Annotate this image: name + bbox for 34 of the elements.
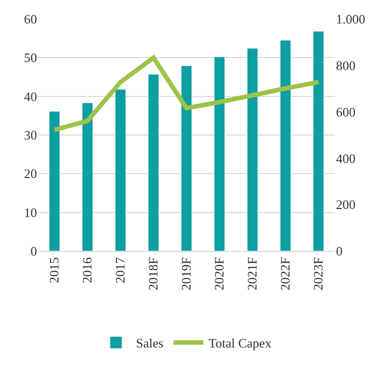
y2-tick-label: 800 bbox=[336, 58, 356, 73]
x-tick-label: 2023F bbox=[310, 257, 326, 290]
x-tick-label: 2020F bbox=[212, 257, 227, 290]
x-tick-label: 2017 bbox=[112, 256, 128, 284]
bar bbox=[214, 56, 226, 251]
bar bbox=[180, 66, 192, 251]
y2-tick-label: 400 bbox=[336, 150, 356, 166]
x-tick-label: 2021F bbox=[244, 257, 260, 290]
y2-tick-label: 200 bbox=[336, 197, 356, 212]
y-tick-label: 0 bbox=[30, 244, 37, 259]
bar bbox=[48, 111, 60, 251]
x-tick-label: 2019F bbox=[178, 257, 194, 290]
bar bbox=[246, 48, 258, 251]
x-tick-label: 2015 bbox=[46, 257, 62, 284]
bar bbox=[280, 40, 292, 251]
y2-tick-label: 1.000 bbox=[336, 12, 366, 27]
y2-tick-label: 600 bbox=[336, 104, 356, 120]
bar bbox=[114, 89, 126, 251]
x-tick-label: 2016 bbox=[80, 256, 95, 284]
legend-label: Sales bbox=[136, 336, 164, 351]
line-series bbox=[52, 55, 321, 132]
y-tick-label: 60 bbox=[24, 12, 37, 27]
legend-label: Total Capex bbox=[208, 336, 272, 351]
x-tick-label: 2018F bbox=[146, 257, 161, 290]
y-tick-label: 10 bbox=[24, 204, 37, 220]
bar bbox=[312, 31, 324, 251]
bar bbox=[82, 102, 94, 251]
y-tick-label: 50 bbox=[24, 50, 37, 66]
y2-tick-label: 0 bbox=[336, 244, 342, 259]
bar bbox=[148, 74, 160, 251]
x-tick-label: 2022F bbox=[278, 257, 293, 290]
y-tick-label: 40 bbox=[24, 88, 37, 104]
y-tick-label: 30 bbox=[24, 128, 37, 143]
y-tick-label: 20 bbox=[24, 166, 37, 182]
